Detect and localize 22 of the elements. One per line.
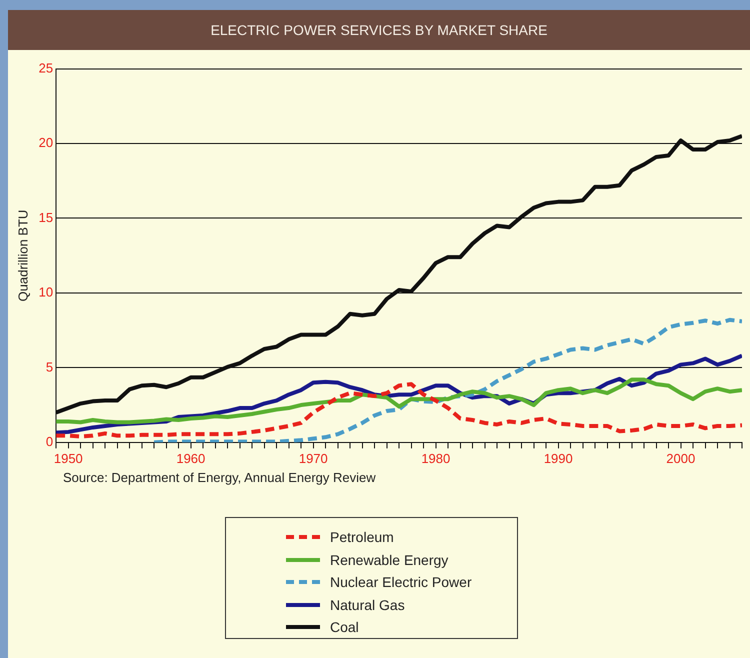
x-tick-label: 1980 — [421, 450, 450, 466]
legend-label: Nuclear Electric Power — [330, 574, 472, 590]
chart-title: ELECTRIC POWER SERVICES BY MARKET SHARE — [8, 10, 750, 50]
y-tick-label: 25 — [38, 60, 54, 76]
legend-label: Petroleum — [330, 529, 394, 546]
y-tick-label: 15 — [38, 210, 54, 225]
y-tick-label: 0 — [46, 434, 54, 449]
y-tick-label: 10 — [38, 284, 54, 300]
legend-label: Natural Gas — [330, 596, 405, 613]
x-tick-label: 1970 — [298, 450, 328, 466]
line-series — [152, 318, 742, 442]
x-tick-label: 2000 — [666, 450, 696, 466]
x-tick-label: 1960 — [176, 450, 206, 466]
legend-label: Coal — [330, 619, 359, 636]
line-series — [56, 382, 742, 438]
legend-label: Renewable Energy — [330, 552, 448, 568]
x-tick-label: 1990 — [544, 450, 573, 466]
source-note: Source: Department of Energy, Annual Energy Review — [63, 470, 376, 485]
y-tick-label: 20 — [38, 135, 54, 150]
y-tick-label: 5 — [46, 359, 54, 374]
y-axis-title: Quadrillion BTU — [15, 210, 30, 302]
x-tick-label: 1950 — [54, 450, 83, 466]
